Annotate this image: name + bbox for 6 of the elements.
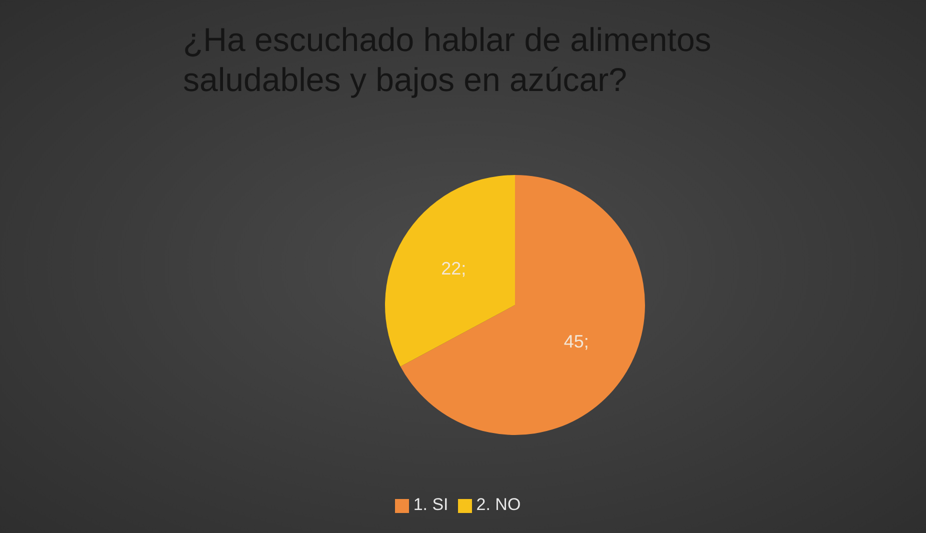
legend-label: 1. SI [413, 495, 448, 514]
data-label: 45; [564, 332, 589, 352]
pie-slice [400, 175, 645, 435]
data-label: 22; [441, 258, 466, 278]
pie-slice [385, 175, 515, 366]
legend-label: 2. NO [476, 495, 521, 514]
